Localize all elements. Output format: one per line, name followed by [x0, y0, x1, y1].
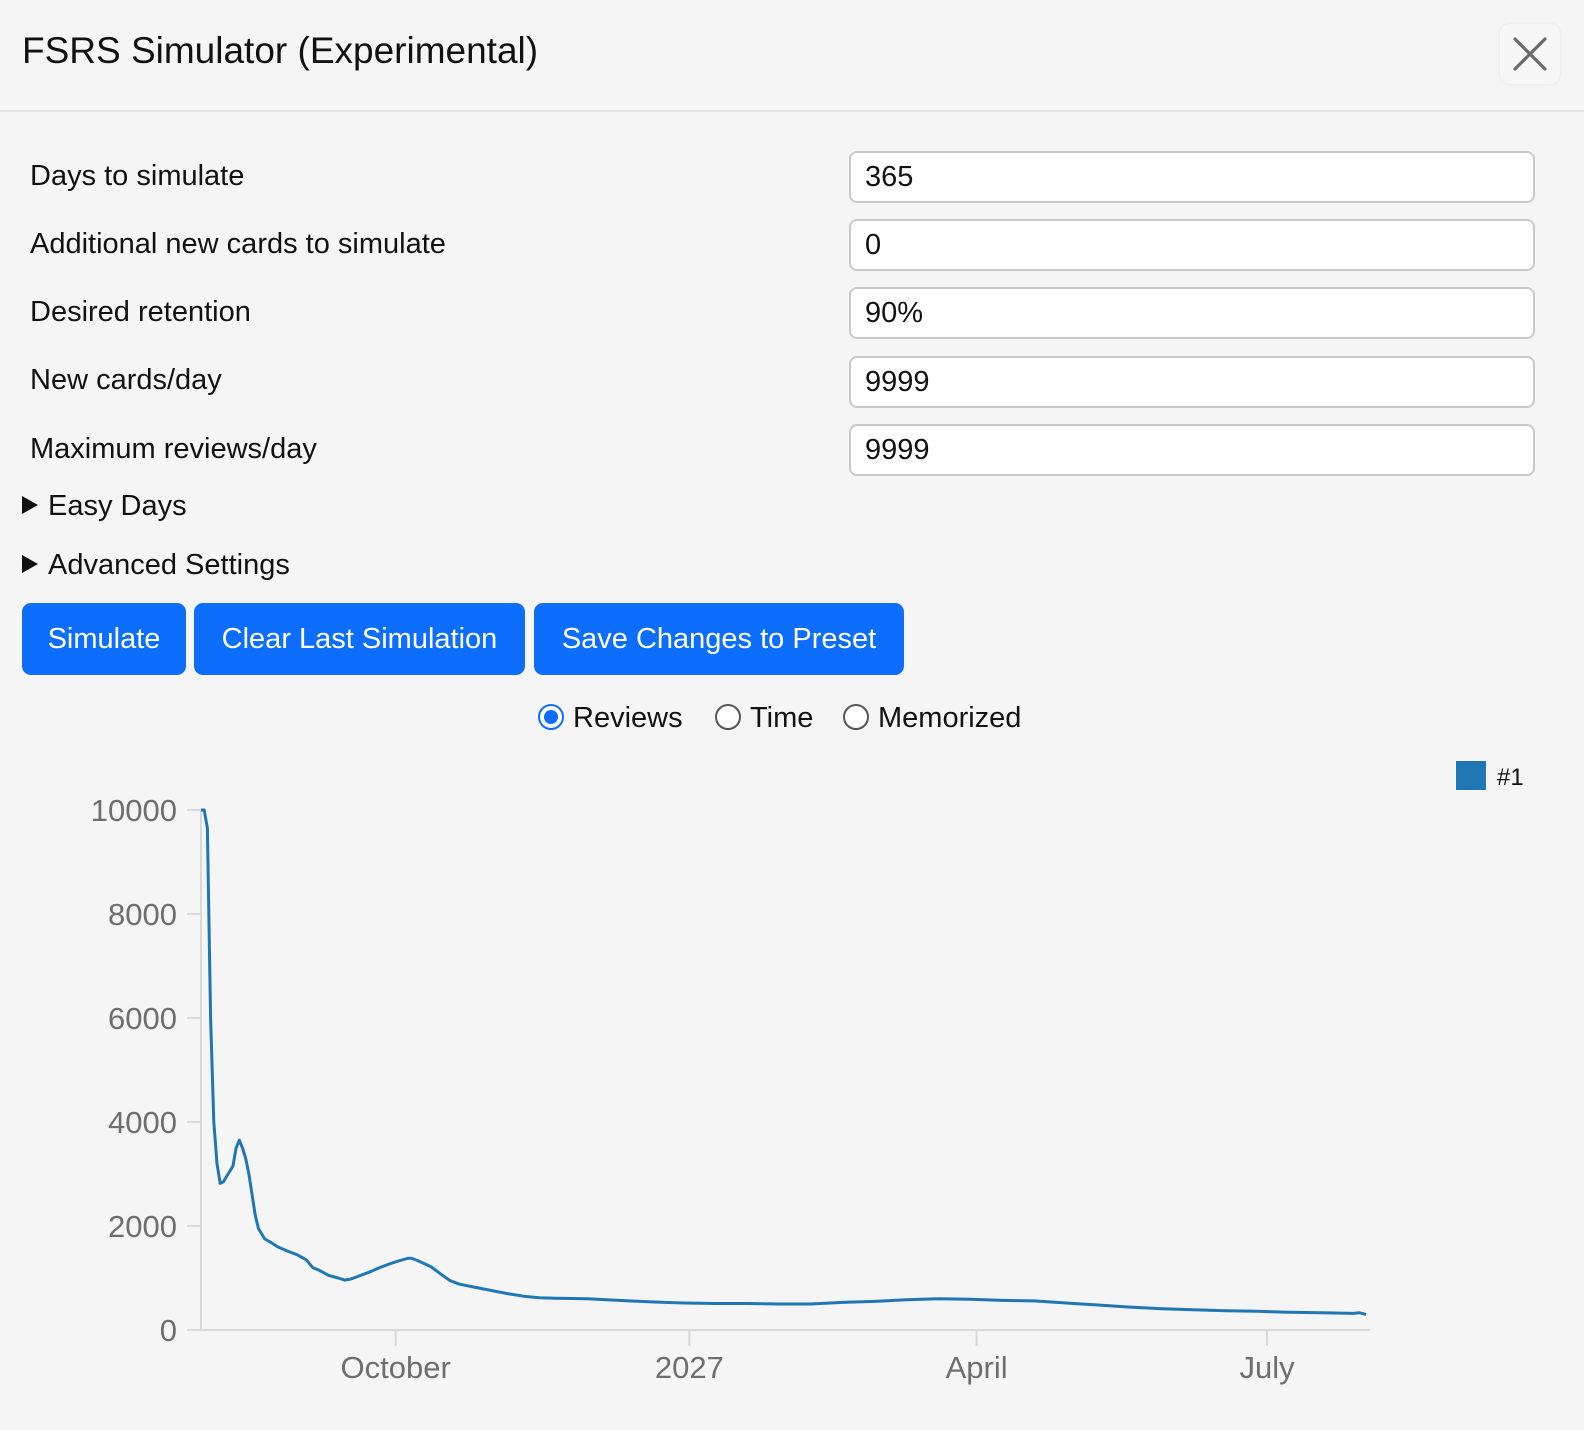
disclosure-triangle-icon [22, 496, 38, 514]
y-tick-label: 8000 [108, 897, 177, 932]
max-reviews-per-day-label: Maximum reviews/day [30, 433, 317, 465]
days-to-simulate-input[interactable] [849, 151, 1535, 203]
radio-memorized[interactable]: Memorized [843, 702, 1021, 735]
desired-retention-input[interactable] [849, 287, 1535, 339]
reviews-chart: 0 2000 4000 6000 8000 10000 October 2027 April Ju… [91, 761, 1524, 1385]
additional-new-cards-label: Additional new cards to simulate [30, 228, 446, 260]
advanced-settings-label: Advanced Settings [48, 549, 290, 581]
save-changes-to-preset-button[interactable]: Save Changes to Preset [534, 603, 904, 675]
disclosure-triangle-icon [22, 555, 38, 573]
x-tick-label: July [1239, 1350, 1295, 1385]
close-icon [1513, 37, 1547, 71]
radio-reviews-label: Reviews [573, 702, 683, 734]
y-tick-label: 6000 [108, 1001, 177, 1036]
radio-memorized-label: Memorized [878, 702, 1022, 734]
additional-new-cards-input[interactable] [849, 219, 1535, 271]
legend-label: #1 [1497, 764, 1524, 791]
radio-unchecked-icon [843, 704, 869, 730]
easy-days-label: Easy Days [48, 490, 187, 522]
legend-swatch [1456, 761, 1486, 790]
y-tick-label: 2000 [108, 1209, 177, 1244]
advanced-settings-toggle[interactable]: Advanced Settings [22, 549, 290, 582]
dialog-title: FSRS Simulator (Experimental) [22, 30, 539, 71]
close-button[interactable] [1500, 24, 1560, 84]
dialog-header: FSRS Simulator (Experimental) [0, 0, 1584, 112]
max-reviews-per-day-input[interactable] [849, 424, 1535, 476]
desired-retention-label: Desired retention [30, 296, 251, 328]
radio-time[interactable]: Time [715, 702, 813, 735]
y-tick-label: 0 [160, 1313, 177, 1348]
x-tick-label: October [341, 1350, 451, 1385]
days-to-simulate-label: Days to simulate [30, 160, 245, 192]
new-cards-per-day-input[interactable] [849, 356, 1535, 408]
radio-time-label: Time [750, 702, 814, 734]
radio-unchecked-icon [715, 704, 741, 730]
series-line [201, 808, 1367, 1316]
x-tick-label: April [946, 1350, 1008, 1385]
radio-reviews[interactable]: Reviews [538, 702, 683, 735]
x-tick-label: 2027 [655, 1350, 724, 1385]
simulate-button[interactable]: Simulate [22, 603, 186, 675]
new-cards-per-day-label: New cards/day [30, 364, 222, 396]
radio-checked-icon [538, 704, 564, 730]
y-tick-label: 10000 [91, 793, 177, 828]
y-tick-label: 4000 [108, 1105, 177, 1140]
clear-last-simulation-button[interactable]: Clear Last Simulation [194, 603, 525, 675]
easy-days-toggle[interactable]: Easy Days [22, 490, 187, 523]
